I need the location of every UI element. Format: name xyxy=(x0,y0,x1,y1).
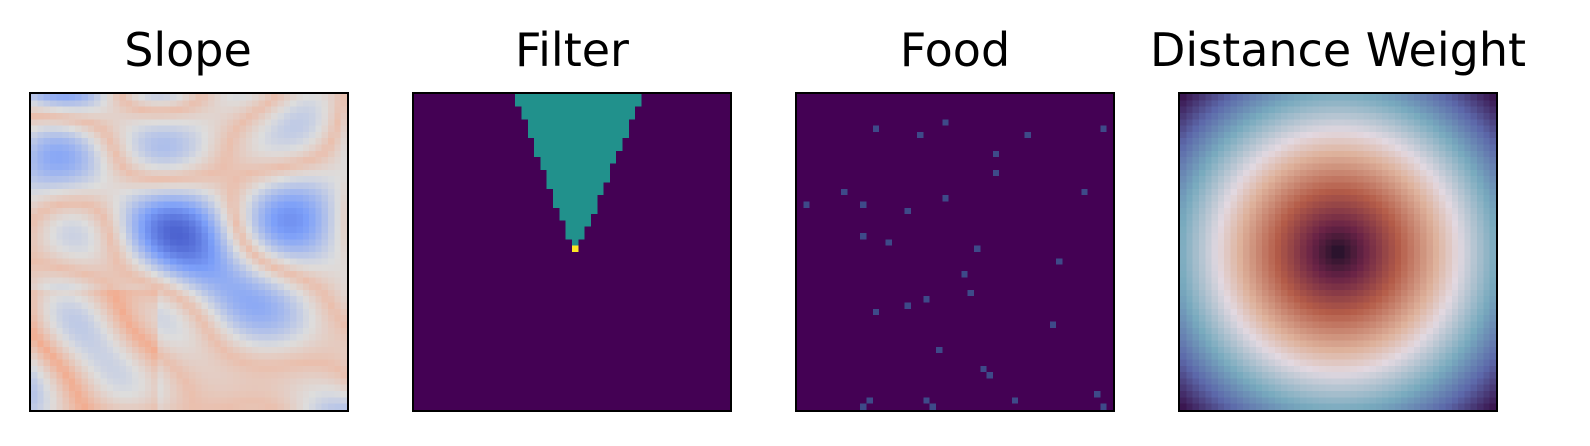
chart-title-filter: Filter xyxy=(515,23,629,77)
heatmap-slope xyxy=(29,92,349,412)
heatmap-distance-weight xyxy=(1178,92,1498,412)
chart-title-distance-weight: Distance Weight xyxy=(1149,23,1527,77)
chart-title-slope: Slope xyxy=(124,23,252,77)
heatmap-food xyxy=(795,92,1115,412)
chart-title-food: Food xyxy=(899,23,1011,77)
heatmap-filter xyxy=(412,92,732,412)
